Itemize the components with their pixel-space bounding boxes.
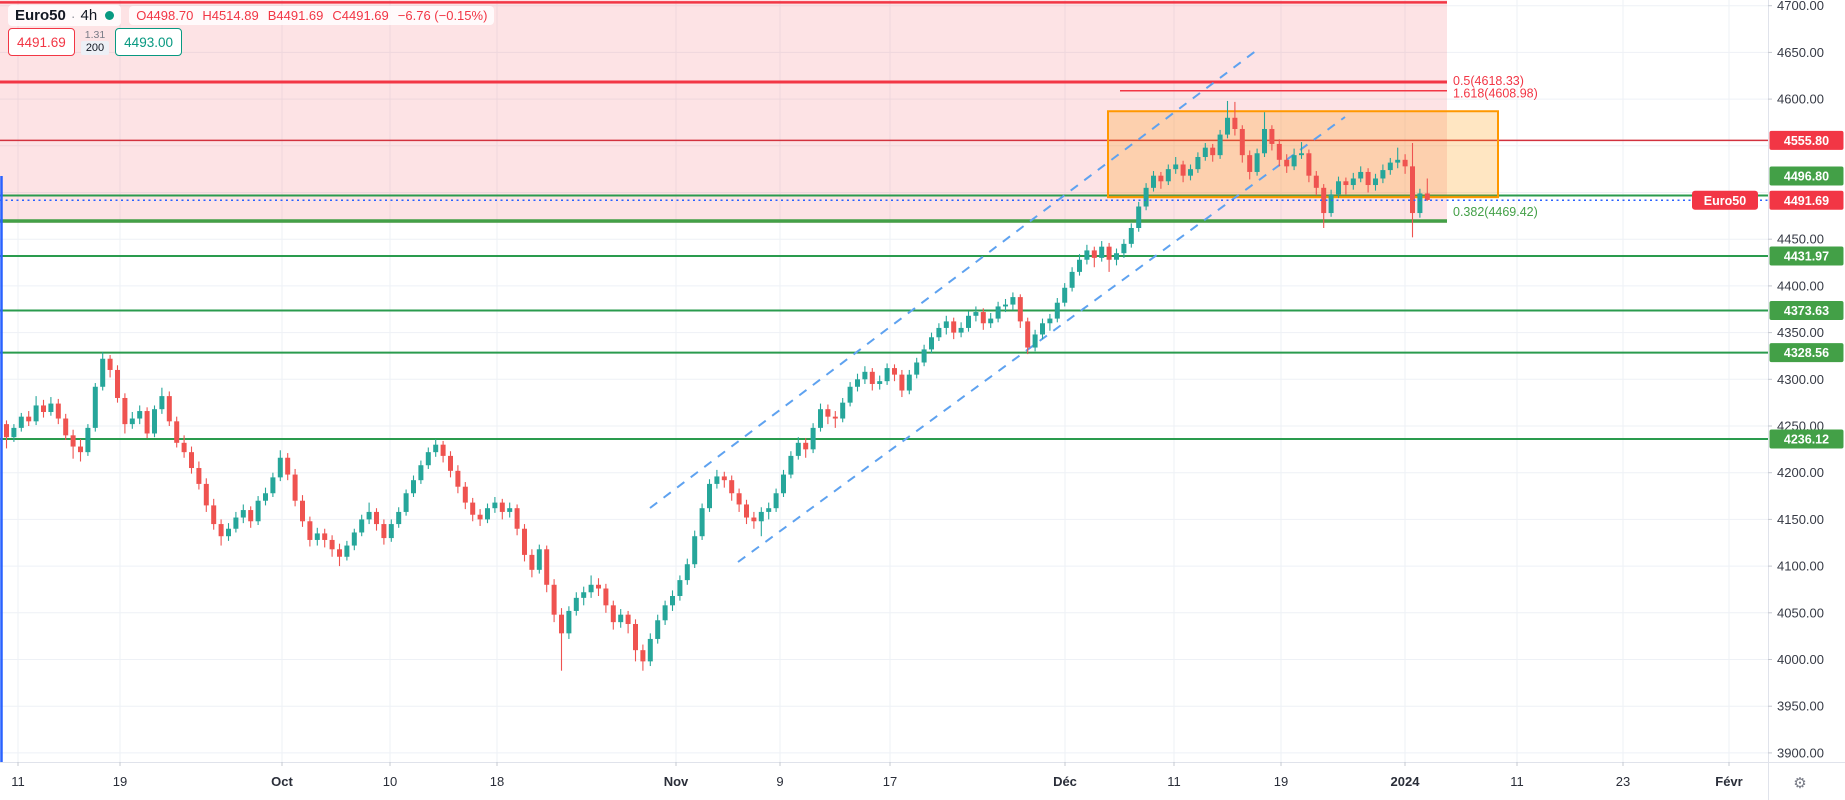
svg-text:17: 17 [883,774,897,789]
svg-text:23: 23 [1616,774,1630,789]
grid [0,0,1768,762]
svg-text:4491.69: 4491.69 [1784,194,1829,208]
symbol-legend: Euro50 · 4h O4498.70 H4514.89 B4491.69 C… [8,5,495,26]
change-value: −6.76 (−0.15%) [397,8,488,23]
svg-text:11: 11 [11,774,25,789]
svg-text:4000.00: 4000.00 [1777,652,1824,667]
level-price-label: 4555.80 [1769,130,1844,150]
fib-label: 0.5(4618.33) [1453,74,1524,88]
svg-text:4236.12: 4236.12 [1784,432,1829,446]
svg-text:4431.97: 4431.97 [1784,250,1829,264]
svg-text:Oct: Oct [271,774,293,789]
fib-label: 1.618(4608.98) [1453,87,1538,101]
level-price-label: 4328.56 [1769,343,1844,363]
trend-channel[interactable] [649,49,1346,563]
svg-text:4050.00: 4050.00 [1777,605,1824,620]
symbol-name: Euro50 [15,7,66,24]
svg-text:4100.00: 4100.00 [1777,559,1824,574]
svg-text:11: 11 [1510,774,1524,789]
level-price-label: 4496.80 [1769,166,1844,186]
high-value: H4514.89 [202,8,259,23]
sell-price-button[interactable]: 4491.69 [8,28,75,56]
svg-text:4350.00: 4350.00 [1777,325,1824,340]
level-price-label: 4236.12 [1769,429,1844,449]
level-price-label: 4431.97 [1769,246,1844,266]
svg-text:2024: 2024 [1391,774,1421,789]
level-price-label: 4373.63 [1769,301,1844,321]
time-axis-labels: 11 19 Oct 10 18 Nov 9 17 Déc 11 19 2024 11 23 Févr [11,762,1743,789]
low-value: B4491.69 [267,8,324,23]
svg-text:9: 9 [776,774,783,789]
svg-text:4555.80: 4555.80 [1784,134,1829,148]
symbol-title-chip[interactable]: Euro50 · 4h [8,5,122,26]
svg-text:Déc: Déc [1053,774,1077,789]
svg-text:4373.63: 4373.63 [1784,304,1829,318]
sell-price: 4491.69 [17,34,66,50]
svg-text:10: 10 [383,774,397,789]
svg-text:Nov: Nov [664,774,689,789]
spread-column: 1.31 200 [80,28,110,56]
legend-separator: · [70,7,76,24]
market-status-dot [105,11,115,20]
svg-text:Euro50: Euro50 [1704,194,1746,208]
open-value: O4498.70 [136,8,194,23]
svg-text:11: 11 [1167,774,1181,789]
svg-text:Févr: Févr [1715,774,1742,789]
svg-text:4200.00: 4200.00 [1777,465,1824,480]
svg-text:4650.00: 4650.00 [1777,45,1824,60]
svg-text:4700.00: 4700.00 [1777,0,1824,13]
buy-price-button[interactable]: 4493.00 [115,28,182,56]
price-axis[interactable] [1768,0,1845,800]
svg-text:4496.80: 4496.80 [1784,170,1829,184]
svg-text:19: 19 [113,774,127,789]
svg-text:4150.00: 4150.00 [1777,512,1824,527]
svg-text:4328.56: 4328.56 [1784,346,1829,360]
level-lines [0,139,1768,440]
timeframe-label[interactable]: 4h [80,7,98,24]
price-axis-labels: 4700.00 4650.00 4600.00 4450.00 4400.00 4350.… [1768,0,1824,760]
quote-panel: 4491.69 1.31 200 4493.00 [8,28,182,56]
svg-text:4300.00: 4300.00 [1777,372,1824,387]
ohlc-readout: O4498.70 H4514.89 B4491.69 C4491.69 −6.7… [129,6,495,25]
svg-text:3950.00: 3950.00 [1777,699,1824,714]
fib-label: 0.382(4469.42) [1453,205,1538,219]
svg-text:18: 18 [490,774,504,789]
symbol-price-tag: Euro50 [1692,190,1758,210]
svg-text:3900.00: 3900.00 [1777,745,1824,760]
ma-length-badge: 200 [80,41,110,55]
axis-settings-gear-icon[interactable]: ⚙ [1793,775,1806,792]
time-axis[interactable] [0,762,1845,800]
svg-text:4600.00: 4600.00 [1777,92,1824,107]
svg-text:4400.00: 4400.00 [1777,278,1824,293]
spread-value: 1.31 [84,29,106,41]
buy-price: 4493.00 [124,34,173,50]
close-value: C4491.69 [332,8,389,23]
last-price-label: 4491.69 [1769,190,1844,210]
candles [4,100,1430,671]
svg-text:4450.00: 4450.00 [1777,232,1824,247]
svg-text:19: 19 [1274,774,1288,789]
fib-lines [0,1,1447,223]
